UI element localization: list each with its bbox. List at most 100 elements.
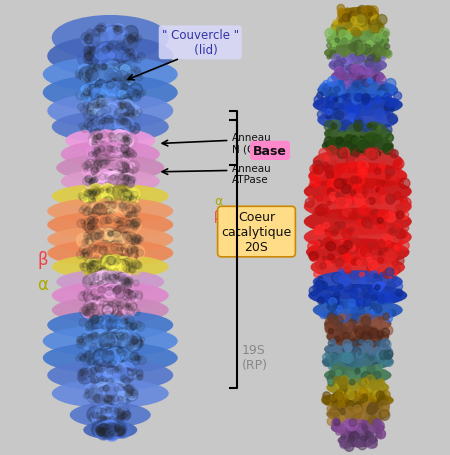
Circle shape (338, 151, 346, 159)
Circle shape (107, 71, 116, 80)
Circle shape (122, 51, 127, 55)
Circle shape (308, 242, 318, 252)
Circle shape (108, 243, 113, 248)
Circle shape (111, 279, 122, 290)
Circle shape (91, 318, 99, 325)
Circle shape (375, 136, 381, 142)
Circle shape (109, 302, 118, 311)
Circle shape (91, 279, 97, 285)
Circle shape (104, 134, 117, 147)
Circle shape (108, 166, 113, 171)
Circle shape (102, 198, 108, 205)
Circle shape (111, 319, 124, 332)
Circle shape (93, 370, 102, 379)
Circle shape (111, 333, 117, 339)
Circle shape (83, 264, 95, 277)
Circle shape (94, 408, 107, 420)
Circle shape (106, 136, 115, 146)
Circle shape (351, 429, 361, 439)
Circle shape (83, 102, 91, 110)
Circle shape (98, 60, 109, 71)
Circle shape (101, 292, 111, 303)
Circle shape (108, 265, 115, 272)
Circle shape (400, 211, 409, 220)
Circle shape (105, 233, 118, 246)
Circle shape (119, 187, 133, 201)
Circle shape (90, 269, 96, 274)
Circle shape (105, 133, 114, 143)
Circle shape (367, 124, 371, 128)
Circle shape (108, 108, 117, 116)
Circle shape (328, 179, 337, 189)
Circle shape (328, 353, 338, 364)
Circle shape (98, 296, 107, 305)
Circle shape (350, 413, 360, 424)
Circle shape (106, 172, 120, 187)
Circle shape (92, 88, 98, 93)
Circle shape (90, 233, 101, 244)
Circle shape (309, 184, 313, 188)
Circle shape (100, 422, 112, 435)
Circle shape (107, 353, 120, 366)
Circle shape (111, 199, 126, 216)
Circle shape (110, 89, 122, 101)
Circle shape (88, 206, 104, 222)
Circle shape (106, 34, 116, 44)
Circle shape (104, 205, 117, 218)
Circle shape (118, 65, 130, 77)
Circle shape (99, 287, 106, 294)
Circle shape (90, 220, 102, 233)
Circle shape (110, 235, 116, 241)
Circle shape (101, 57, 109, 66)
Circle shape (358, 434, 366, 442)
Circle shape (119, 176, 129, 186)
Circle shape (103, 263, 111, 270)
Circle shape (357, 67, 366, 76)
Circle shape (98, 284, 112, 300)
Circle shape (126, 263, 135, 273)
Circle shape (104, 350, 107, 354)
Circle shape (115, 252, 121, 258)
Circle shape (105, 293, 112, 300)
Circle shape (94, 233, 102, 240)
Circle shape (129, 195, 135, 201)
Circle shape (105, 216, 121, 232)
Circle shape (93, 213, 100, 220)
Circle shape (108, 298, 116, 306)
Circle shape (112, 394, 125, 406)
Circle shape (101, 237, 113, 249)
Circle shape (122, 69, 132, 80)
Circle shape (99, 226, 114, 241)
Circle shape (102, 234, 114, 247)
Circle shape (117, 245, 129, 257)
Circle shape (97, 248, 106, 258)
Circle shape (121, 386, 135, 400)
Circle shape (92, 174, 108, 190)
Circle shape (105, 318, 114, 326)
Circle shape (329, 227, 339, 237)
Circle shape (102, 389, 109, 395)
Circle shape (385, 79, 396, 90)
Circle shape (107, 298, 112, 303)
Circle shape (107, 251, 117, 262)
Circle shape (330, 51, 336, 57)
Circle shape (120, 209, 126, 215)
Circle shape (124, 162, 130, 167)
Circle shape (104, 274, 109, 279)
Circle shape (89, 372, 97, 380)
Circle shape (117, 36, 128, 48)
Circle shape (337, 148, 348, 159)
Circle shape (97, 107, 106, 116)
Circle shape (358, 437, 364, 443)
Circle shape (104, 387, 117, 400)
Circle shape (106, 352, 119, 365)
Circle shape (114, 319, 129, 334)
Circle shape (108, 425, 117, 435)
Circle shape (107, 358, 116, 366)
Circle shape (109, 166, 118, 175)
Circle shape (116, 209, 124, 217)
Circle shape (115, 367, 119, 371)
Circle shape (104, 406, 116, 419)
Circle shape (351, 83, 361, 94)
Circle shape (101, 68, 115, 81)
